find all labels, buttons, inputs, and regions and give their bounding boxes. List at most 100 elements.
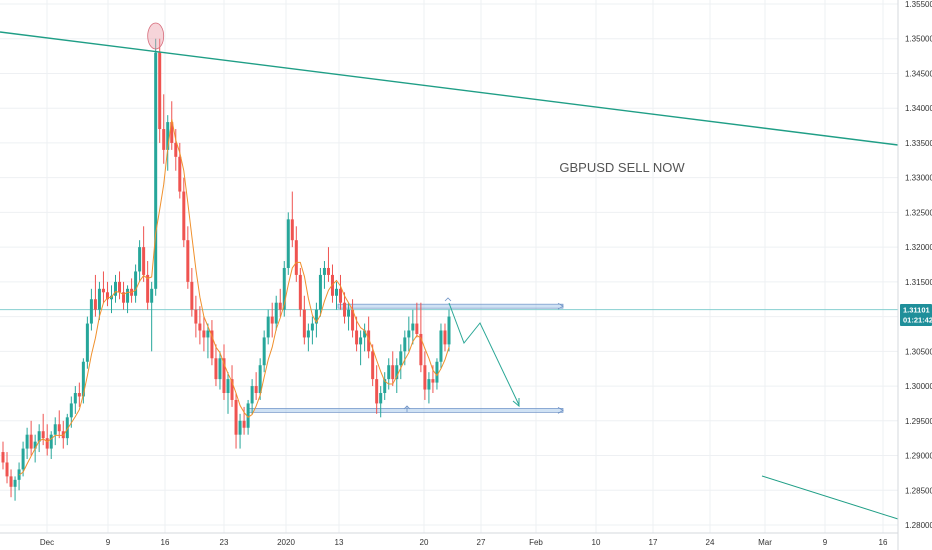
candle-body xyxy=(1,452,5,463)
candle-body xyxy=(85,323,89,362)
time-tick-label: Feb xyxy=(529,538,543,547)
price-tick-label: 1.33500 xyxy=(905,139,932,148)
time-tick-label: 24 xyxy=(706,538,715,547)
candle-body xyxy=(322,267,326,275)
candle-body xyxy=(294,240,298,275)
spike-highlight xyxy=(147,22,165,50)
candle-body xyxy=(278,302,282,310)
time-tick-label: Mar xyxy=(758,538,772,547)
price-tick-label: 1.28500 xyxy=(905,486,932,495)
candle-body xyxy=(326,267,330,275)
candle-body xyxy=(298,274,302,310)
candle-body xyxy=(254,386,258,394)
candle-body xyxy=(166,122,170,150)
time-tick-label: 27 xyxy=(477,538,486,547)
support-zone xyxy=(248,408,564,413)
candle-body xyxy=(142,247,146,275)
time-tick-label: 9 xyxy=(106,538,111,547)
candle-body xyxy=(174,142,178,157)
candle-body xyxy=(339,288,343,303)
price-tick-label: 1.29000 xyxy=(905,452,932,461)
candle-body xyxy=(230,379,234,400)
time-tick-label: 17 xyxy=(649,538,658,547)
candle-body xyxy=(5,462,9,477)
candle-body xyxy=(363,330,367,338)
candle-body xyxy=(290,219,294,241)
candle-body xyxy=(379,393,383,404)
projection-arrowhead xyxy=(512,398,520,408)
candle-body xyxy=(182,191,186,241)
candle-body xyxy=(234,399,238,435)
price-tick-label: 1.32000 xyxy=(905,243,932,252)
price-tick-label: 1.35500 xyxy=(905,0,932,9)
candle-body xyxy=(367,330,371,352)
candle-body xyxy=(282,267,286,310)
candle-body xyxy=(274,302,278,324)
candle-body xyxy=(69,403,73,418)
price-tick-label: 1.30500 xyxy=(905,347,932,356)
time-tick-label: 2020 xyxy=(277,538,295,547)
candle-body xyxy=(65,417,69,439)
candle-body xyxy=(57,424,61,432)
price-tick-label: 1.33000 xyxy=(905,174,932,183)
candle-body xyxy=(246,403,250,428)
candle-body xyxy=(431,379,435,383)
candle-body xyxy=(359,337,363,345)
candle-body xyxy=(375,379,379,404)
candle-body xyxy=(399,351,403,366)
candle-body xyxy=(138,247,142,272)
candle-body xyxy=(250,386,254,404)
time-axis[interactable]: Dec 9 16 23 2020 13 20 27 Feb 10 17 24 Mar 9 16 xyxy=(0,532,898,547)
candle-body xyxy=(154,52,158,289)
price-tick-label: 1.30000 xyxy=(905,382,932,391)
price-axis[interactable]: 1.35500 1.35000 1.34500 1.34000 1.33500 1.330… xyxy=(897,0,932,550)
candle-body xyxy=(343,302,347,317)
candle-body xyxy=(419,333,423,366)
candle-body xyxy=(302,309,306,338)
time-tick-label: 16 xyxy=(879,538,888,547)
candle-body xyxy=(210,330,214,359)
candle-body xyxy=(306,330,310,338)
price-tick-label: 1.31500 xyxy=(905,278,932,287)
candle-body xyxy=(310,323,314,331)
candle-body xyxy=(97,288,101,310)
candle-body xyxy=(105,292,109,300)
candle-body xyxy=(391,365,395,380)
price-tick-label: 1.34000 xyxy=(905,104,932,113)
candle-body xyxy=(41,431,45,439)
candle-body xyxy=(395,365,399,380)
marker-up-arrow xyxy=(403,405,411,412)
candle-body xyxy=(387,365,391,380)
candle-body xyxy=(383,379,387,394)
candle-body xyxy=(122,292,126,303)
candle-body xyxy=(49,434,53,449)
candle-body xyxy=(262,337,266,366)
candle-body xyxy=(9,476,13,487)
candle-body xyxy=(37,431,41,442)
candle-body xyxy=(266,316,270,338)
candle-body xyxy=(347,309,351,317)
candle-body xyxy=(314,309,318,324)
time-tick-label: 10 xyxy=(592,538,601,547)
candle-body xyxy=(81,361,85,397)
candle-body xyxy=(286,219,290,268)
price-tick-label: 1.29500 xyxy=(905,417,932,426)
candle-body xyxy=(186,240,190,282)
candle-body xyxy=(371,351,375,380)
candle-body xyxy=(134,271,138,296)
candle-body xyxy=(423,365,427,390)
candle-body xyxy=(334,288,338,296)
candle-body xyxy=(162,129,166,150)
time-tick-label: 23 xyxy=(220,538,229,547)
time-tick-label: Dec xyxy=(40,538,54,547)
candle-body xyxy=(415,323,419,334)
candle-body xyxy=(190,281,194,310)
candle-body xyxy=(447,316,451,345)
candle-body xyxy=(118,281,122,293)
candle-body xyxy=(427,379,431,390)
candle-body xyxy=(435,361,439,383)
candle-body xyxy=(439,330,443,362)
candle-body xyxy=(214,358,218,380)
candle-body xyxy=(222,358,226,394)
